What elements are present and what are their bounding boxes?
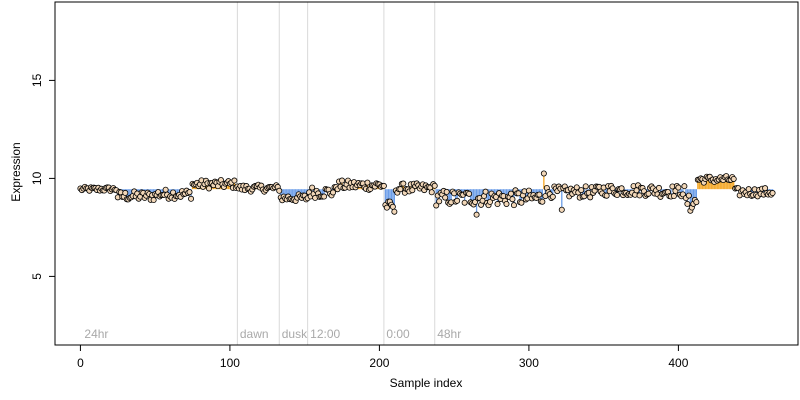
data-point <box>636 192 643 199</box>
data-point <box>321 193 328 200</box>
annotations: 24hr dawn dusk 12:00 0:00 48hr <box>84 327 461 341</box>
data-point <box>428 189 435 196</box>
annotation-label: 48hr <box>437 327 461 341</box>
data-point <box>494 201 501 208</box>
data-point <box>587 194 594 201</box>
data-point <box>769 190 776 197</box>
data-point <box>231 177 238 184</box>
axes: 0 100 200 300 400 5 10 15 <box>30 73 689 370</box>
x-tick-label: 0 <box>77 356 84 370</box>
data-point <box>122 189 129 196</box>
data-point <box>309 184 316 191</box>
x-tick-label: 100 <box>220 356 240 370</box>
data-point <box>675 184 682 191</box>
data-point <box>482 188 489 195</box>
data-point <box>330 189 337 196</box>
annotation-label: 0:00 <box>386 327 410 341</box>
data-point <box>685 192 692 199</box>
data-point <box>536 191 543 198</box>
data-point <box>762 185 769 192</box>
vertical-lines <box>236 2 436 345</box>
data-point <box>461 199 468 206</box>
data-point <box>549 193 556 200</box>
data-point <box>487 198 494 205</box>
data-point <box>693 199 700 206</box>
data-points <box>77 170 776 218</box>
data-point <box>397 186 404 193</box>
data-point <box>645 190 652 197</box>
data-point <box>681 183 688 190</box>
data-point <box>684 200 691 207</box>
y-tick-label: 5 <box>30 273 44 280</box>
x-tick-label: 400 <box>668 356 688 370</box>
data-point <box>466 190 473 197</box>
data-point <box>454 197 461 204</box>
data-point <box>389 203 396 210</box>
data-point <box>391 208 398 215</box>
data-point <box>431 182 438 189</box>
data-point <box>162 186 169 193</box>
data-point <box>364 179 371 186</box>
data-point <box>518 199 525 206</box>
data-point <box>603 192 610 199</box>
data-point <box>510 202 517 209</box>
y-tick-label: 10 <box>30 171 44 185</box>
data-point <box>745 186 752 193</box>
data-point <box>339 177 346 184</box>
data-point <box>383 204 390 211</box>
y-tick-label: 15 <box>30 73 44 87</box>
x-tick-label: 200 <box>369 356 389 370</box>
annotation-label: 24hr <box>84 327 108 341</box>
data-point <box>503 201 510 208</box>
data-point <box>473 211 480 218</box>
plot-frame <box>54 1 799 346</box>
data-point <box>509 196 516 203</box>
data-point <box>443 188 450 195</box>
data-point <box>276 187 283 194</box>
x-tick-label: 300 <box>519 356 539 370</box>
annotation-label: dusk <box>282 327 308 341</box>
data-point <box>433 202 440 209</box>
data-point <box>400 180 407 187</box>
data-point <box>188 195 195 202</box>
data-point <box>730 175 737 182</box>
data-point <box>205 185 212 192</box>
data-point <box>614 192 621 199</box>
data-point <box>507 190 514 197</box>
x-axis-title: Sample index <box>390 376 463 390</box>
y-axis-title: Expression <box>9 142 23 201</box>
data-point <box>540 170 547 177</box>
data-point <box>558 206 565 213</box>
data-point <box>186 189 193 196</box>
data-point <box>582 183 589 190</box>
annotation-label: dawn <box>240 327 269 341</box>
data-point <box>380 182 387 189</box>
data-point <box>150 197 157 204</box>
data-point <box>539 198 546 205</box>
data-point <box>618 185 625 192</box>
data-point <box>409 187 416 194</box>
data-point <box>655 184 662 191</box>
data-point <box>670 193 677 200</box>
data-point <box>442 194 449 201</box>
data-point <box>436 198 443 205</box>
data-point <box>578 187 585 194</box>
annotation-label: 12:00 <box>310 327 340 341</box>
